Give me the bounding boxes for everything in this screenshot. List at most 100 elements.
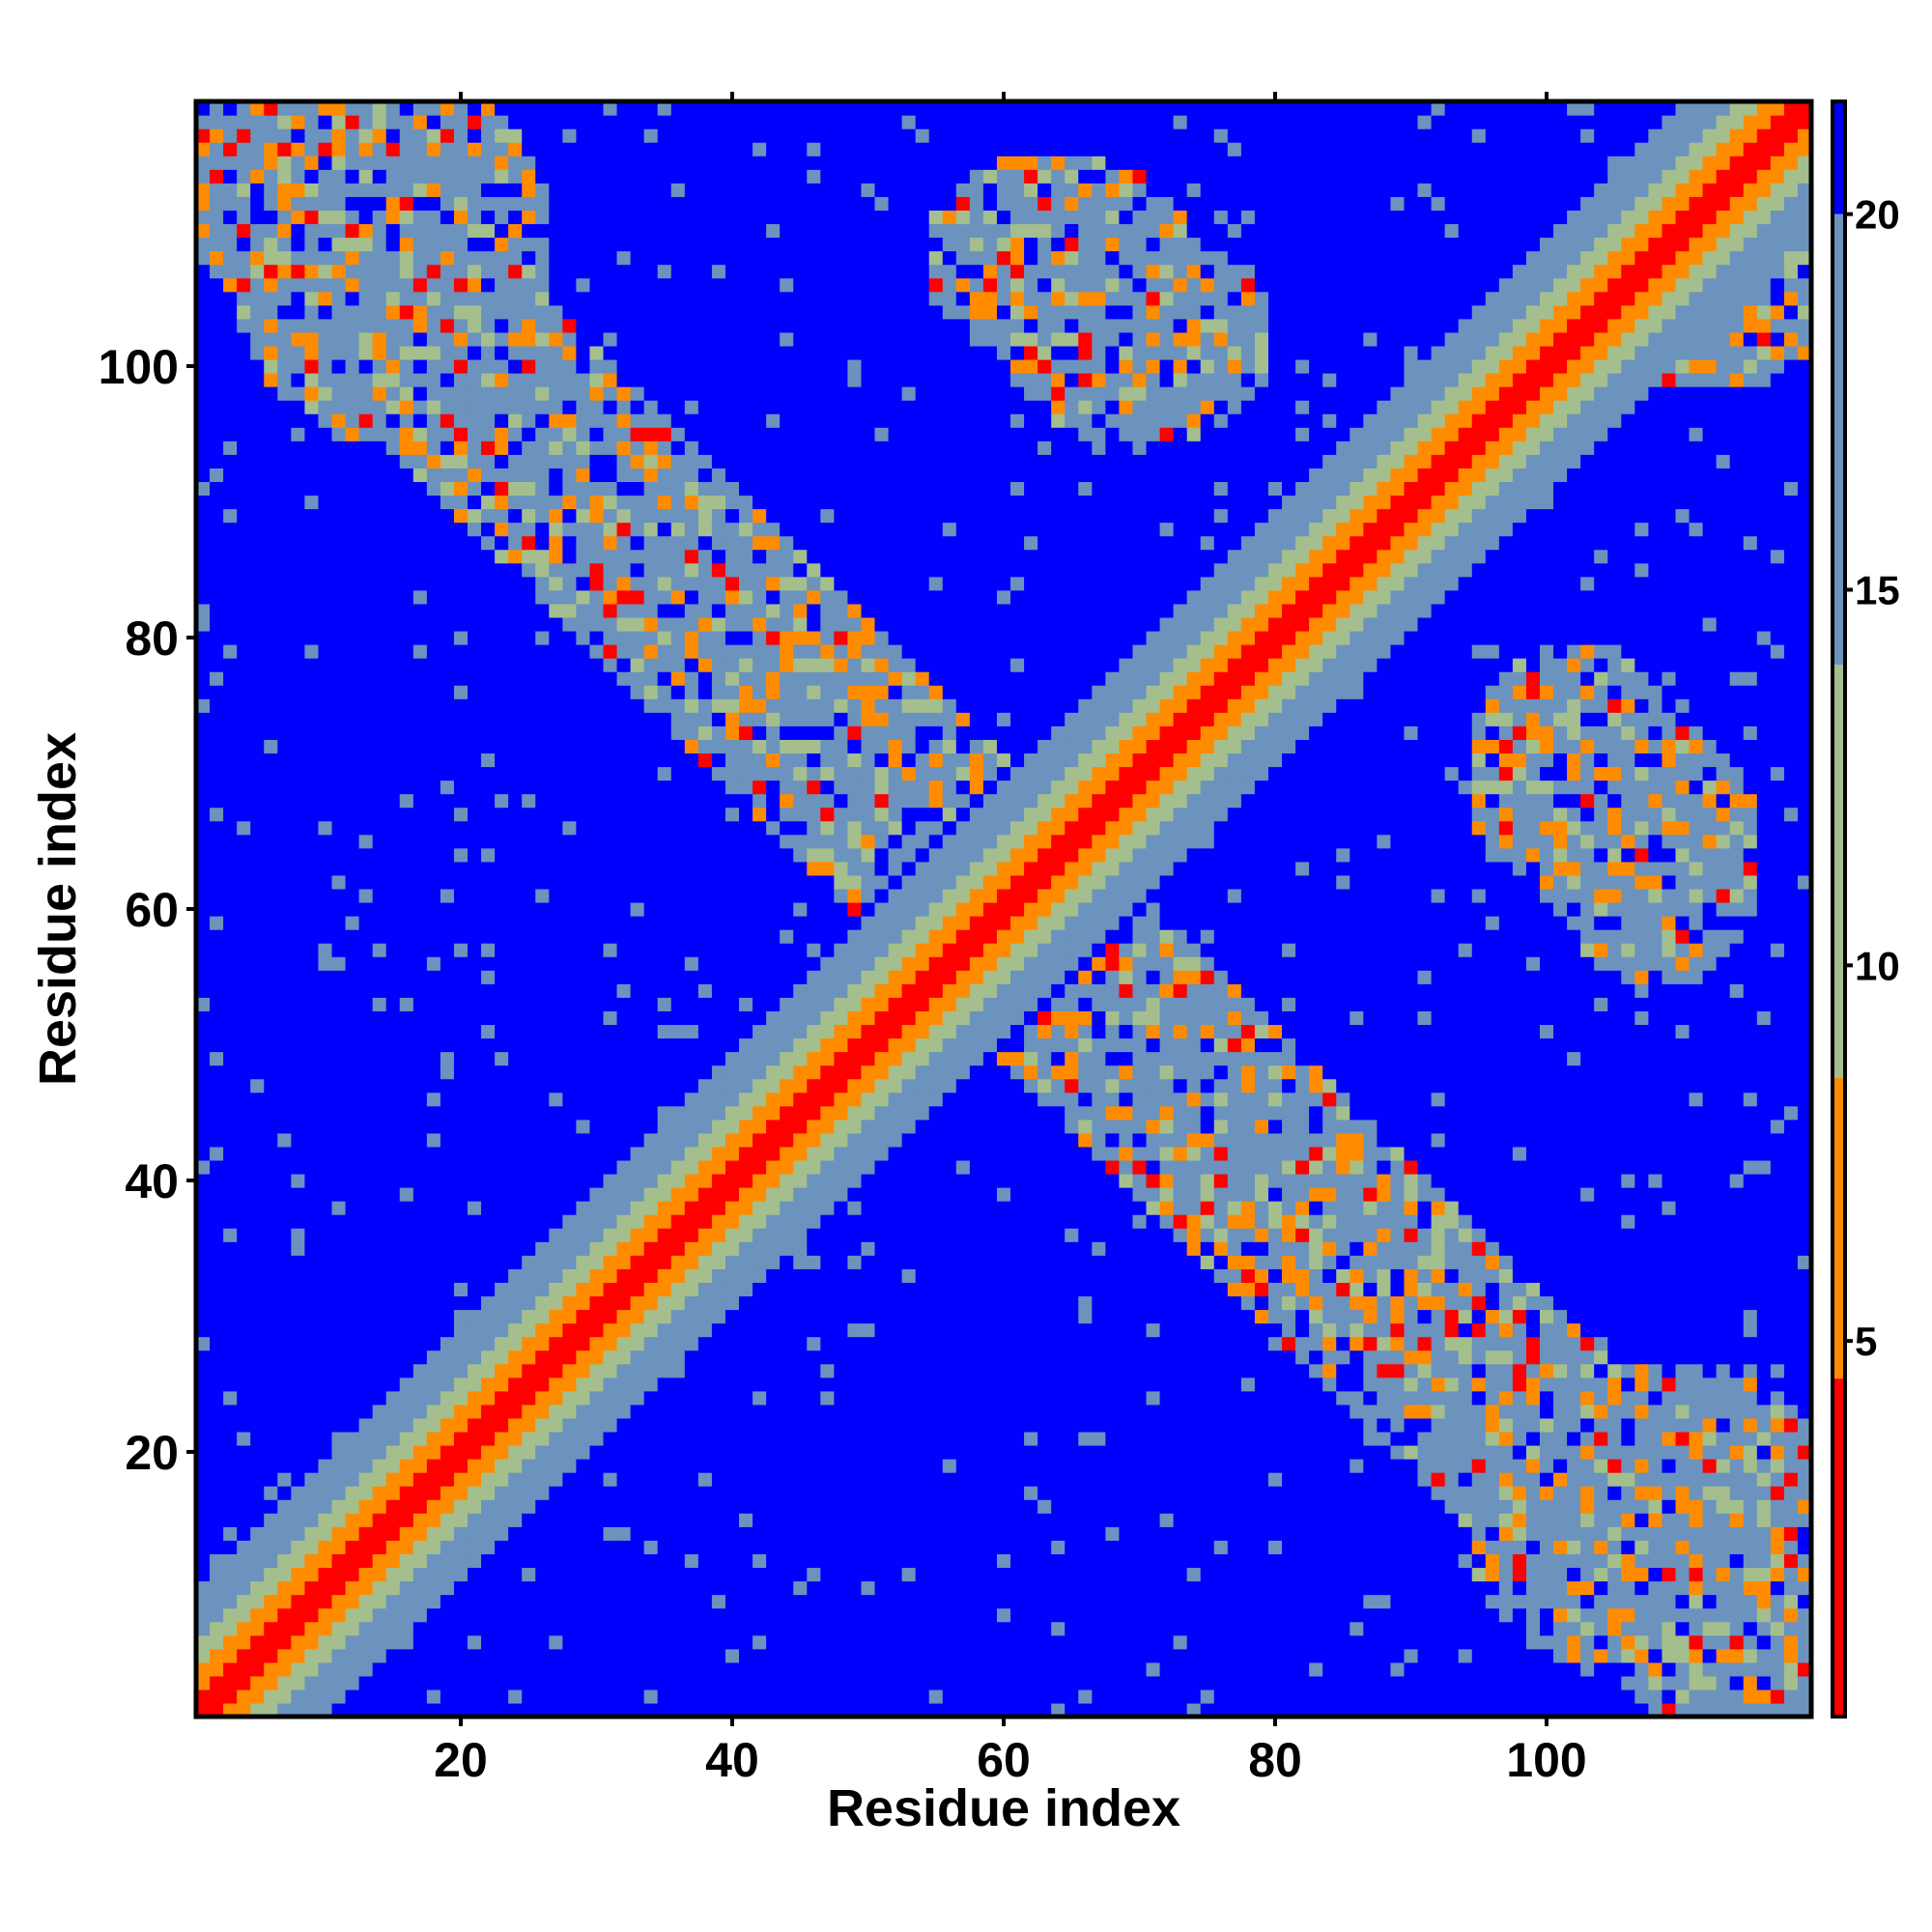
heatmap-cell (468, 210, 482, 225)
heatmap-cell (753, 522, 767, 537)
heatmap-cell (426, 1363, 441, 1378)
heatmap-cell (453, 562, 469, 578)
heatmap-cell (670, 386, 686, 401)
heatmap-cell (630, 1675, 645, 1690)
heatmap-cell (657, 1567, 672, 1582)
heatmap-cell (264, 304, 278, 320)
heatmap-cell (753, 1499, 767, 1514)
heatmap-cell (426, 1159, 441, 1175)
heatmap-cell (535, 1268, 550, 1283)
heatmap-cell (657, 1472, 672, 1487)
heatmap-cell (589, 400, 605, 414)
heatmap-cell (331, 644, 347, 659)
heatmap-cell (697, 1010, 713, 1026)
heatmap-cell (291, 888, 305, 903)
heatmap-cell (399, 1526, 414, 1541)
heatmap-cell (481, 753, 496, 768)
heatmap-cell (264, 793, 278, 809)
heatmap-cell (331, 386, 347, 401)
heatmap-cell (535, 644, 550, 659)
heatmap-cell (237, 386, 251, 401)
heatmap-cell (196, 535, 211, 551)
heatmap-cell (562, 1607, 578, 1623)
heatmap-cell (495, 345, 509, 360)
heatmap-cell (277, 1295, 292, 1311)
heatmap-cell (535, 1228, 550, 1242)
heatmap-cell (508, 685, 523, 699)
heatmap-cell (264, 1119, 278, 1134)
heatmap-cell (711, 929, 726, 944)
heatmap-cell (223, 1580, 238, 1596)
heatmap-cell (522, 888, 536, 903)
heatmap-cell (724, 712, 740, 726)
heatmap-cell (210, 1105, 224, 1121)
heatmap-cell (453, 495, 469, 510)
heatmap-cell (426, 834, 441, 849)
heatmap-cell (522, 901, 536, 917)
heatmap-cell (210, 753, 224, 768)
heatmap-cell (576, 901, 591, 917)
heatmap-cell (318, 210, 333, 225)
heatmap-cell (697, 196, 713, 211)
heatmap-cell (291, 1173, 305, 1188)
heatmap-cell (724, 1553, 740, 1569)
heatmap-cell (670, 943, 686, 957)
heatmap-cell (331, 183, 347, 197)
heatmap-cell (453, 115, 469, 129)
heatmap-cell (643, 1648, 659, 1663)
heatmap-cell (562, 413, 578, 428)
heatmap-cell (522, 1010, 536, 1026)
heatmap-cell (440, 1580, 455, 1596)
heatmap-cell (291, 970, 305, 984)
heatmap-cell (711, 916, 726, 930)
heatmap-cell (508, 1377, 523, 1392)
heatmap-cell (724, 807, 740, 822)
heatmap-cell (535, 874, 550, 890)
heatmap-cell (291, 318, 305, 333)
heatmap-cell (562, 481, 578, 497)
heatmap-cell (318, 834, 333, 849)
heatmap-cell (684, 115, 699, 129)
heatmap-cell (345, 671, 360, 686)
heatmap-cell (453, 128, 469, 143)
heatmap-cell (412, 142, 428, 156)
heatmap-cell (358, 495, 374, 510)
heatmap-cell (358, 820, 374, 836)
heatmap-cell (372, 373, 387, 387)
heatmap-cell (331, 1241, 347, 1256)
heatmap-cell (684, 495, 699, 510)
heatmap-cell (711, 1295, 726, 1311)
heatmap-cell (535, 1553, 550, 1569)
heatmap-cell (358, 1648, 374, 1663)
heatmap-cell (670, 888, 686, 903)
heatmap-cell (684, 1363, 699, 1378)
heatmap-cell (684, 250, 699, 266)
heatmap-cell (753, 345, 767, 360)
heatmap-cell (739, 1567, 753, 1582)
heatmap-cell (630, 1472, 645, 1487)
heatmap-cell (562, 400, 578, 414)
heatmap-cell (535, 1051, 550, 1066)
heatmap-cell (589, 983, 605, 998)
heatmap-cell (412, 671, 428, 686)
heatmap-cell (250, 820, 265, 836)
heatmap-cell (196, 1241, 211, 1256)
heatmap-cell (711, 304, 726, 320)
heatmap-cell (385, 780, 401, 795)
heatmap-cell (385, 169, 401, 184)
heatmap-cell (603, 413, 618, 428)
heatmap-cell (670, 1689, 686, 1704)
heatmap-cell (562, 1255, 578, 1269)
heatmap-cell (724, 440, 740, 455)
heatmap-cell (724, 1363, 740, 1378)
heatmap-cell (399, 970, 414, 984)
heatmap-cell (468, 1159, 482, 1175)
heatmap-cell (576, 671, 591, 686)
heatmap-cell (589, 250, 605, 266)
heatmap-cell (277, 1309, 292, 1324)
heatmap-cell (399, 630, 414, 645)
heatmap-cell (372, 970, 387, 984)
heatmap-cell (562, 658, 578, 672)
heatmap-cell (291, 264, 305, 279)
heatmap-cell (739, 358, 753, 374)
